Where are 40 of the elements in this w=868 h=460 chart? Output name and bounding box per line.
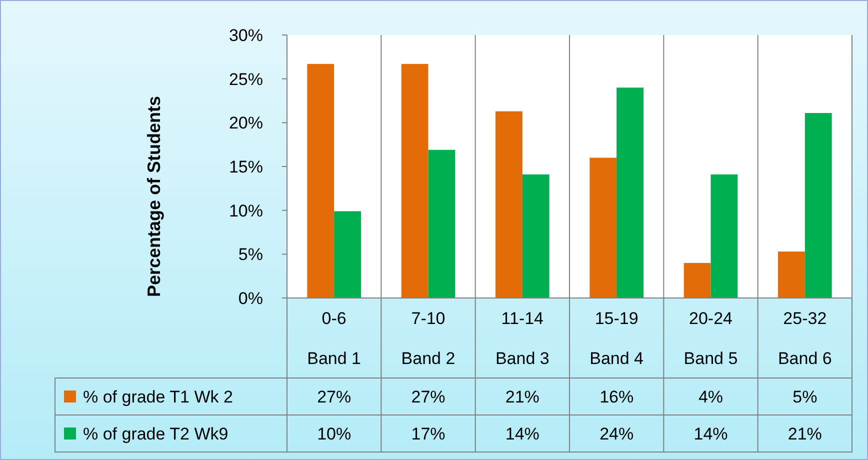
data-label: 17%: [411, 424, 446, 444]
category-label: 11-14 Band 3: [495, 308, 550, 368]
y-tick-label: 30%: [228, 26, 263, 45]
y-tick-label: 10%: [228, 201, 263, 220]
data-label: 14%: [694, 424, 728, 444]
y-tick-label: 5%: [238, 245, 263, 264]
bar: [616, 88, 644, 298]
legend-label: % of grade T2 Wk9: [83, 424, 228, 444]
bar: [778, 252, 805, 298]
data-label: 5%: [792, 387, 818, 406]
data-label: 27%: [411, 387, 446, 406]
bar: [496, 111, 522, 298]
data-label: 21%: [505, 387, 540, 406]
category-label: 7-10 Band 2: [401, 308, 456, 368]
category-label: 20-24 Band 5: [684, 308, 738, 368]
category-label: 15-19 Band 4: [590, 308, 644, 368]
y-axis-title: Percentage of Students: [144, 96, 164, 298]
data-label: 27%: [317, 387, 352, 406]
bar: [710, 174, 738, 298]
y-tick-label: 20%: [228, 114, 263, 133]
data-label: 16%: [600, 387, 634, 406]
bar: [590, 158, 617, 298]
category-label: 25-32 Band 6: [778, 308, 832, 368]
legend-label: % of grade T1 Wk 2: [83, 387, 233, 406]
bar: [307, 64, 334, 298]
bar: [334, 211, 361, 298]
y-tick-label: 25%: [228, 70, 263, 89]
y-tick-label: 0%: [238, 288, 263, 308]
bar: [684, 262, 711, 298]
data-label: 21%: [788, 424, 822, 444]
data-label: 10%: [317, 424, 352, 444]
data-label: 24%: [600, 424, 634, 444]
bar: [804, 113, 832, 298]
bar: [522, 174, 550, 298]
data-label: 4%: [698, 387, 724, 406]
bar: [428, 150, 456, 298]
data-label: 14%: [505, 424, 540, 444]
y-tick-label: 15%: [228, 157, 263, 176]
bar: [401, 64, 428, 298]
category-label: 0-6 Band 1: [307, 308, 362, 368]
